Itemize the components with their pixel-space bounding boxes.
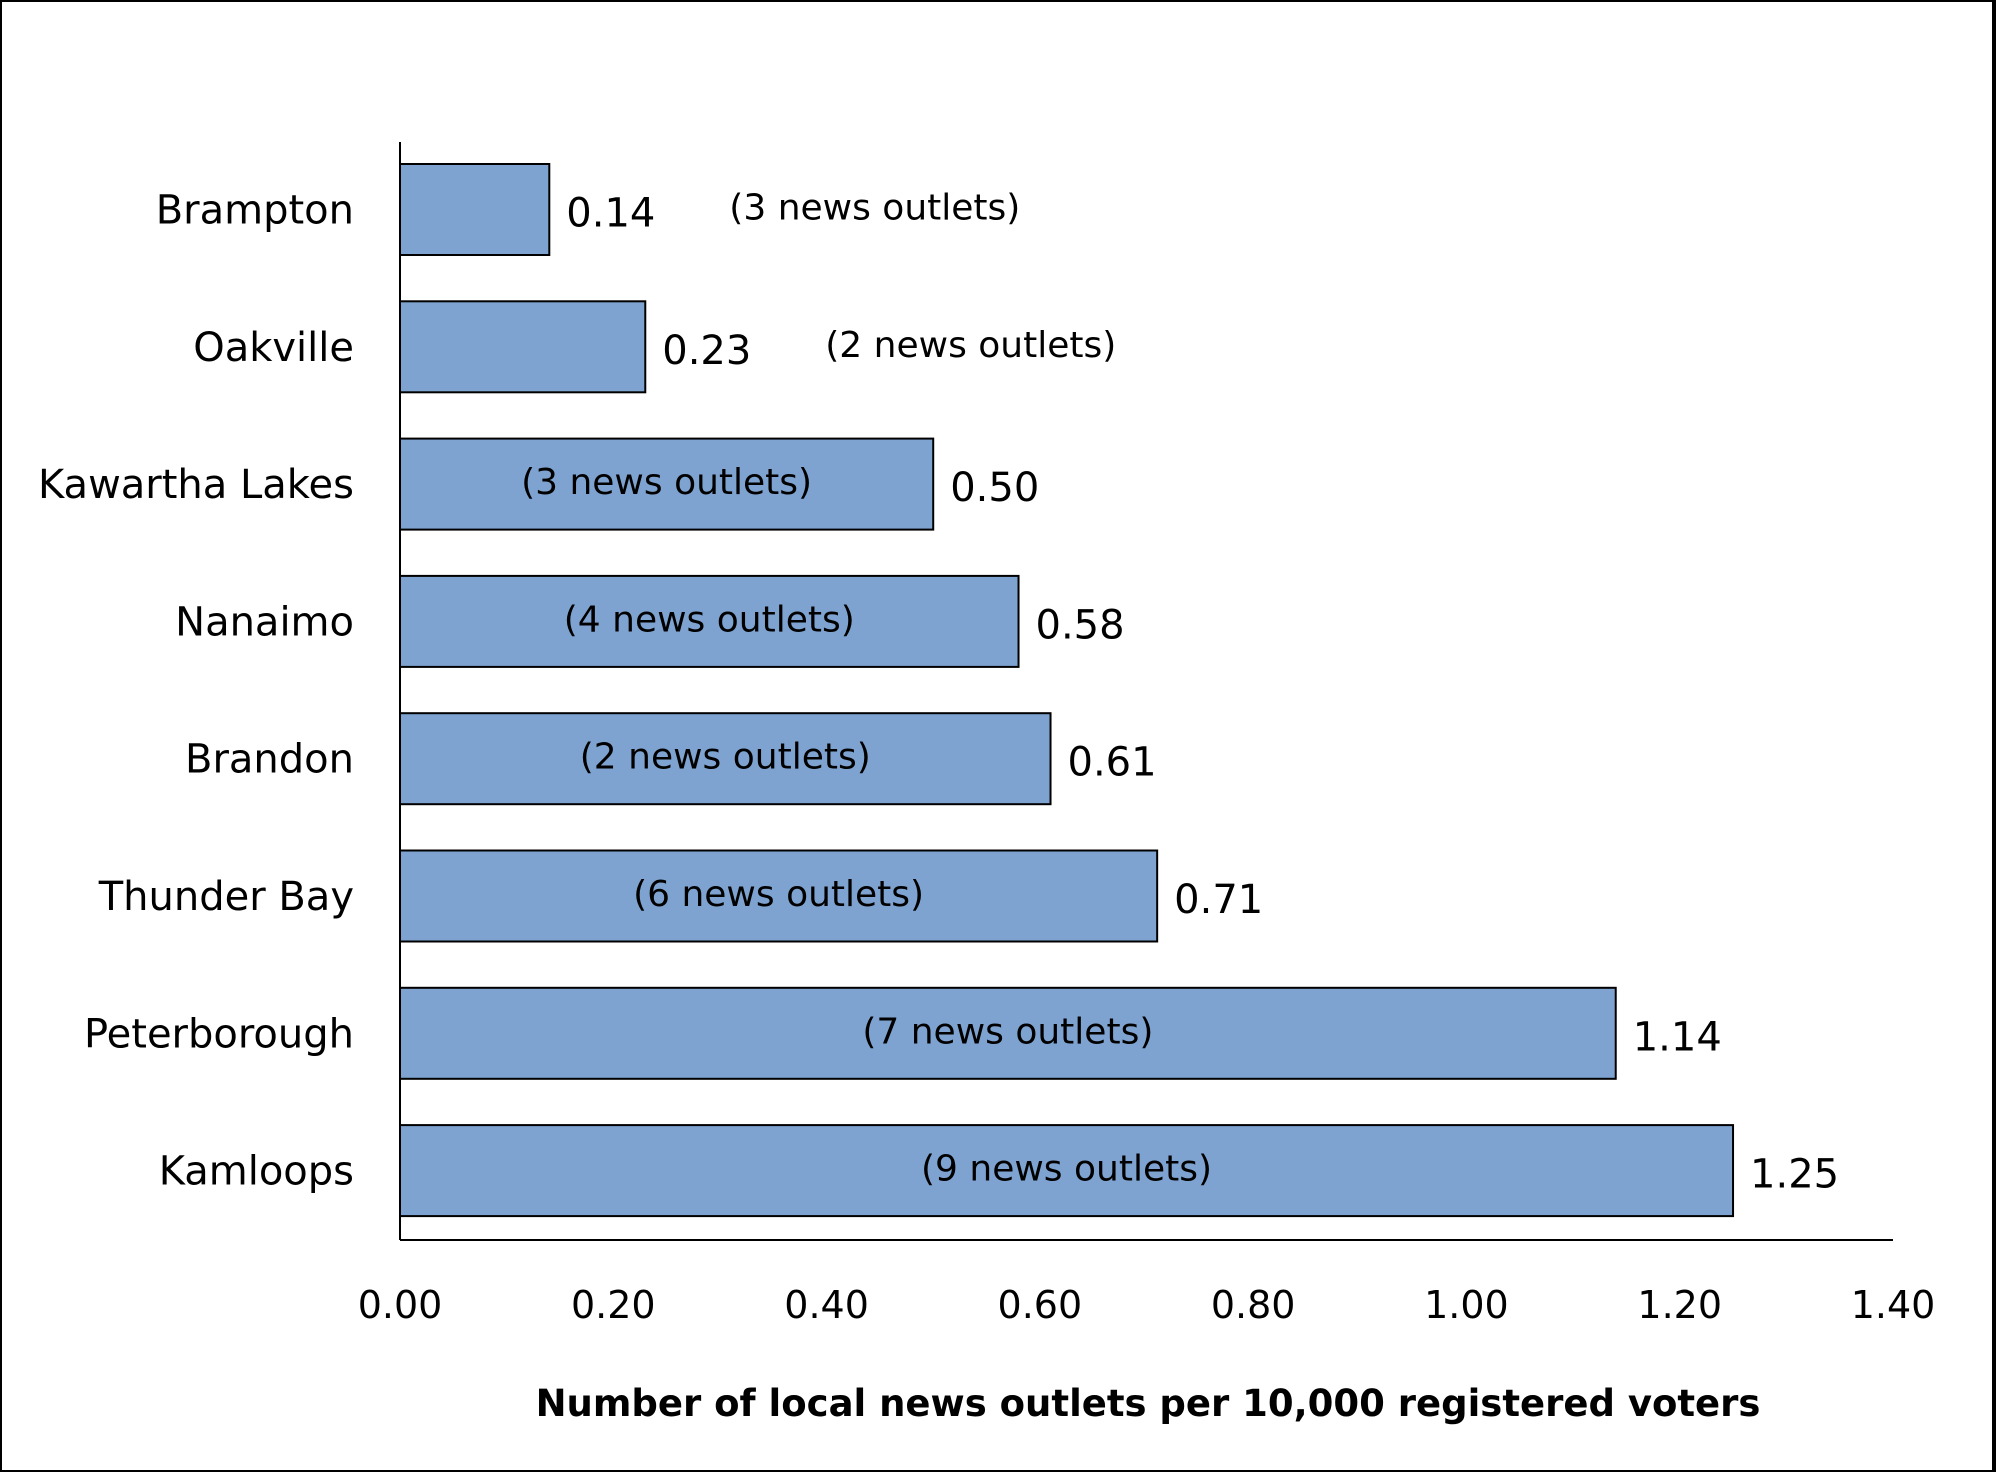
- bar-brandon: [399, 712, 1052, 806]
- outlet-count-label-brandon: (2 news outlets): [580, 737, 871, 778]
- value-label-kamloops: 1.25: [1750, 1152, 1839, 1198]
- outlet-count-label-thunder-bay: (6 news outlets): [633, 874, 924, 915]
- outlet-count-label-oakville: (2 news outlets): [825, 325, 1116, 366]
- x-tick-label: 1.00: [1424, 1283, 1509, 1327]
- category-label-kawartha-lakes: Kawartha Lakes: [38, 462, 354, 508]
- outlet-count-label-peterborough: (7 news outlets): [862, 1011, 1153, 1052]
- x-tick-label: 0.00: [358, 1283, 443, 1327]
- bar-oakville: [399, 300, 647, 394]
- outlet-count-label-kamloops: (9 news outlets): [921, 1149, 1212, 1190]
- x-tick-label: 0.20: [571, 1283, 656, 1327]
- bar-kamloops: [399, 1124, 1735, 1218]
- category-label-brandon: Brandon: [185, 737, 354, 783]
- x-tick-label: 1.20: [1637, 1283, 1722, 1327]
- category-label-thunder-bay: Thunder Bay: [98, 874, 354, 920]
- category-label-oakville: Oakville: [193, 325, 354, 371]
- bar-brampton: [399, 163, 551, 256]
- x-tick-label: 0.40: [784, 1283, 869, 1327]
- outlet-count-label-brampton: (3 news outlets): [729, 188, 1020, 229]
- value-label-thunder-bay: 0.71: [1174, 877, 1263, 923]
- outlet-count-label-nanaimo: (4 news outlets): [564, 599, 855, 640]
- bars-layer: [399, 163, 1735, 1218]
- category-label-kamloops: Kamloops: [159, 1149, 354, 1195]
- x-tick-label: 0.80: [1211, 1283, 1296, 1327]
- category-label-brampton: Brampton: [156, 188, 354, 234]
- value-label-brandon: 0.61: [1068, 740, 1157, 786]
- bar-peterborough: [399, 986, 1617, 1080]
- bar-thunder-bay: [399, 849, 1159, 943]
- category-label-nanaimo: Nanaimo: [175, 599, 354, 645]
- value-label-brampton: 0.14: [566, 191, 655, 237]
- axes-layer: [399, 142, 1893, 1241]
- bar-nanaimo: [399, 574, 1020, 668]
- x-tick-label: 0.60: [998, 1283, 1083, 1327]
- labels-layer: Brampton 0.14 (3 news outlets) Oakville 0.23…: [38, 188, 1935, 1328]
- outlet-count-label-kawartha-lakes: (3 news outlets): [521, 462, 812, 503]
- value-label-kawartha-lakes: 0.50: [950, 465, 1039, 511]
- value-label-peterborough: 1.14: [1633, 1014, 1722, 1060]
- bar-kawartha-lakes: [399, 437, 935, 531]
- value-label-nanaimo: 0.58: [1036, 602, 1125, 648]
- category-label-peterborough: Peterborough: [84, 1011, 354, 1057]
- x-tick-label: 1.40: [1851, 1283, 1936, 1327]
- x-axis-title: Number of local news outlets per 10,000 …: [536, 1382, 1761, 1425]
- value-label-oakville: 0.23: [662, 328, 751, 374]
